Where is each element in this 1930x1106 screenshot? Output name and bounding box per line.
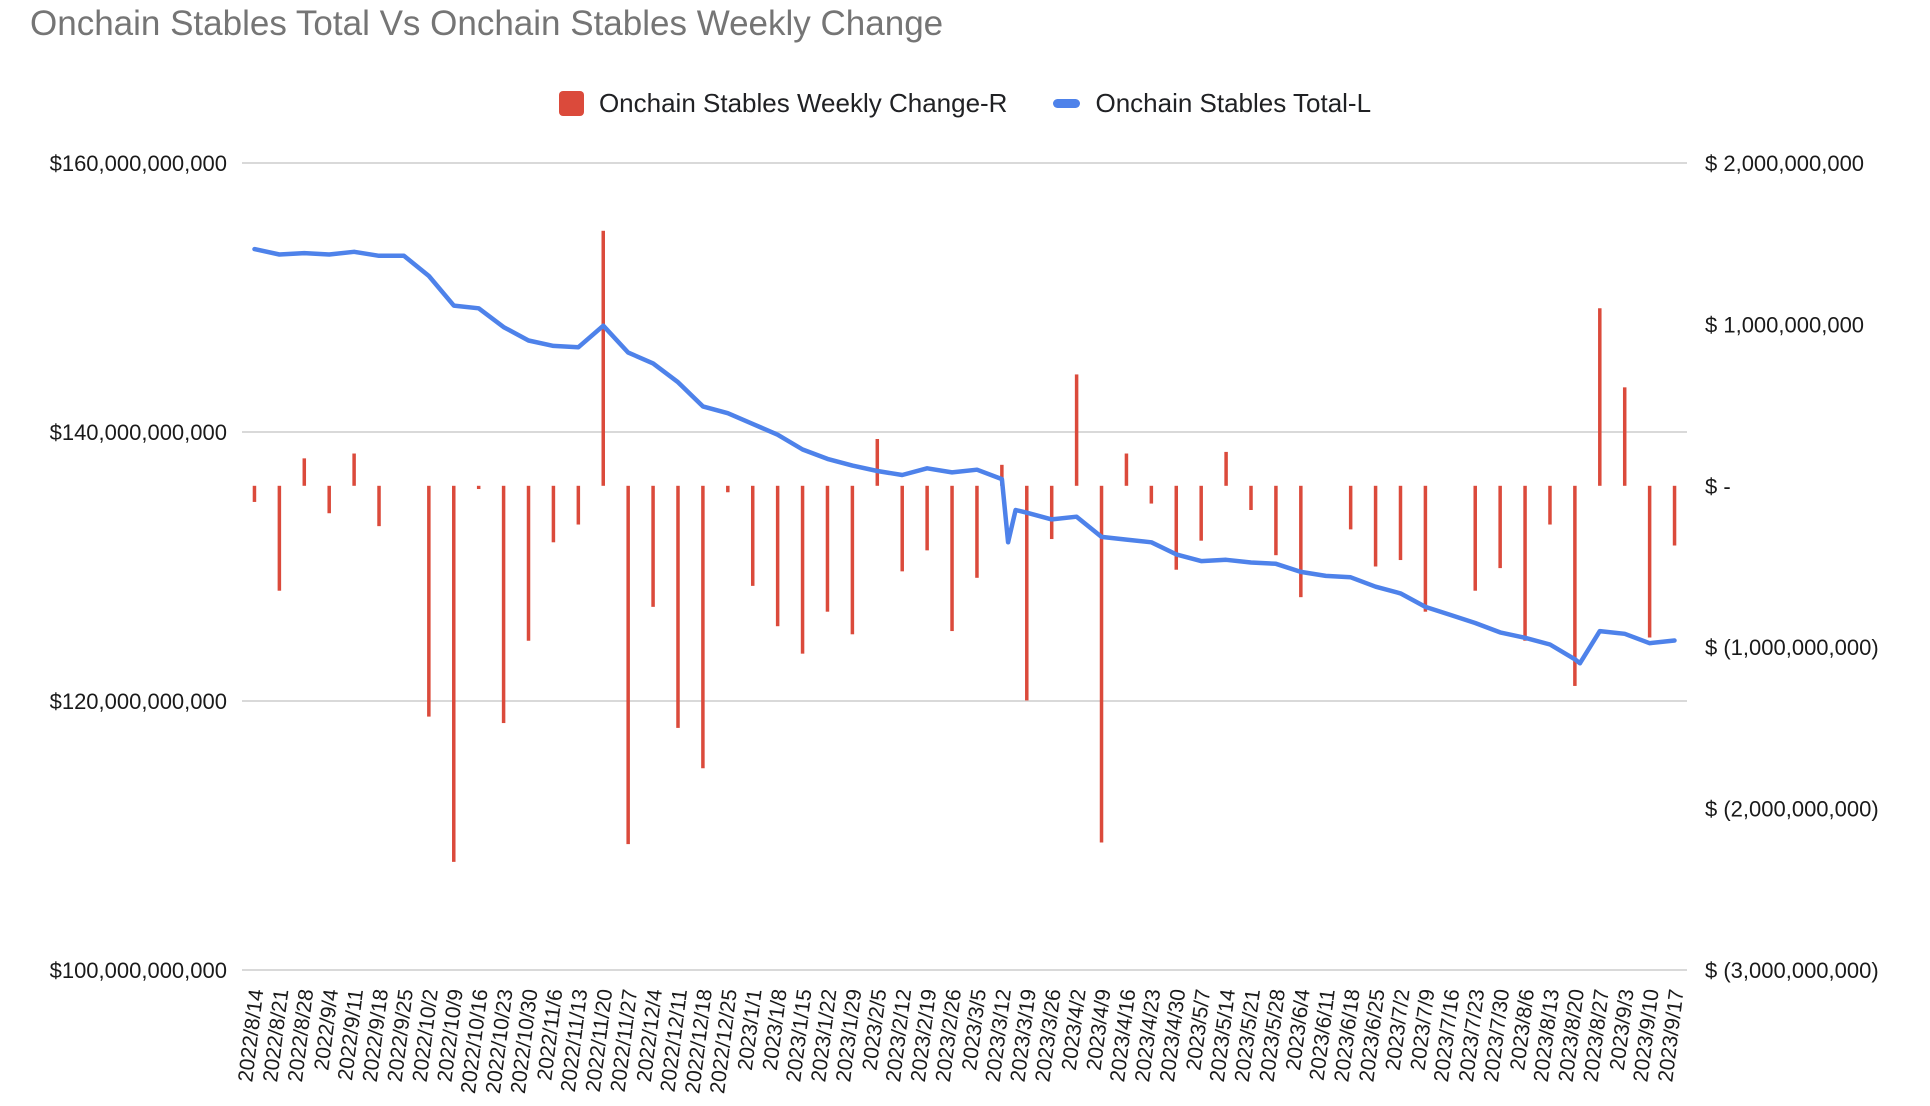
bar-2022-9-4[interactable] [327,485,331,514]
bar-2022-11-27[interactable] [626,485,630,845]
left-axis-tick-label: $160,000,000,000 [50,151,227,176]
bar-2023-7-2[interactable] [1398,485,1403,561]
bar-2022-11-6[interactable] [551,485,556,543]
bar-2023-4-23[interactable] [1149,485,1154,504]
bar-2023-6-18[interactable] [1348,485,1353,530]
bar-2023-8-13[interactable] [1548,485,1552,525]
bar-2023-9-10[interactable] [1647,485,1652,638]
left-axis-tick-label: $140,000,000,000 [50,420,227,445]
bar-2023-1-8[interactable] [775,485,780,627]
bar-2022-12-18[interactable] [701,485,705,769]
bar-2023-2-19[interactable] [925,485,929,551]
bar-2023-8-6[interactable] [1523,485,1527,641]
bar-2023-5-7[interactable] [1199,485,1203,541]
right-axis-tick-label: $ (2,000,000,000) [1705,797,1879,822]
right-axis-tick-label: $ (1,000,000,000) [1705,635,1879,660]
bar-2023-4-30[interactable] [1174,485,1179,570]
bar-2022-10-2[interactable] [427,485,431,717]
bar-2022-12-11[interactable] [676,485,680,728]
bar-2022-10-23[interactable] [501,485,506,724]
left-axis-tick-label: $120,000,000,000 [50,689,227,714]
bar-2022-12-25[interactable] [726,485,730,493]
bar-2023-8-27[interactable] [1598,308,1602,486]
bar-2023-6-25[interactable] [1373,485,1378,567]
bar-2023-9-17[interactable] [1672,485,1677,546]
legend-label-weekly-change: Onchain Stables Weekly Change-R [598,87,1008,118]
bar-2022-12-4[interactable] [651,485,655,607]
legend-label-total: Onchain Stables Total-L [1095,87,1372,118]
bar-2022-8-28[interactable] [302,458,307,486]
bar-2023-3-12[interactable] [1000,464,1004,486]
bar-2023-6-4[interactable] [1299,485,1303,598]
legend-item-total[interactable]: Onchain Stables Total-L [1053,88,1371,119]
bar-2023-9-3[interactable] [1622,387,1627,486]
right-axis-tick-label: $ 2,000,000,000 [1705,151,1864,176]
bar-2022-9-18[interactable] [377,485,381,527]
bar-2023-3-5[interactable] [975,485,979,578]
bar-2023-3-19[interactable] [1025,485,1029,701]
bar-2022-10-30[interactable] [526,485,531,641]
bar-2022-11-13[interactable] [576,485,581,525]
bar-2022-8-21[interactable] [277,485,282,591]
legend-item-weekly-change[interactable]: Onchain Stables Weekly Change-R [558,87,1008,119]
right-axis-tick-label: $ (3,000,000,000) [1705,958,1879,983]
bar-2023-1-15[interactable] [800,485,805,654]
bar-2023-7-30[interactable] [1498,485,1502,569]
bar-2023-5-14[interactable] [1224,451,1228,486]
bar-2023-2-5[interactable] [875,438,880,486]
total-line-series[interactable] [252,246,1677,666]
chart-legend: Onchain Stables Weekly Change-R Onchain … [0,88,1930,118]
right-axis-tick-label: $ - [1705,474,1731,499]
bar-2023-2-12[interactable] [900,485,904,572]
bar-2023-1-1[interactable] [750,485,755,586]
bar-2023-4-9[interactable] [1099,485,1104,843]
bar-2023-1-22[interactable] [825,485,830,612]
bar-2023-2-26[interactable] [950,485,954,632]
chart-title: Onchain Stables Total Vs Onchain Stables… [30,4,944,43]
bar-2023-5-21[interactable] [1249,485,1253,511]
bar-2023-7-9[interactable] [1423,485,1428,612]
left-axis-tick-label: $100,000,000,000 [50,958,227,983]
bar-2022-10-16[interactable] [476,485,481,490]
bar-2022-8-14[interactable] [252,485,257,502]
bar-2023-4-2[interactable] [1074,374,1079,486]
bar-2022-10-9[interactable] [452,485,456,862]
bar-2022-9-11[interactable] [352,453,356,486]
bar-2023-3-26[interactable] [1049,485,1054,540]
bar-2022-11-20[interactable] [601,230,606,486]
bar-2023-8-20[interactable] [1573,485,1577,686]
bar-2023-7-23[interactable] [1473,485,1477,591]
bar-2023-1-29[interactable] [850,485,855,635]
dash-icon [1053,98,1081,108]
bar-2023-4-16[interactable] [1124,453,1129,486]
bar-2023-5-28[interactable] [1274,485,1278,556]
right-axis-tick-label: $ 1,000,000,000 [1705,312,1864,337]
square-icon [558,90,584,116]
